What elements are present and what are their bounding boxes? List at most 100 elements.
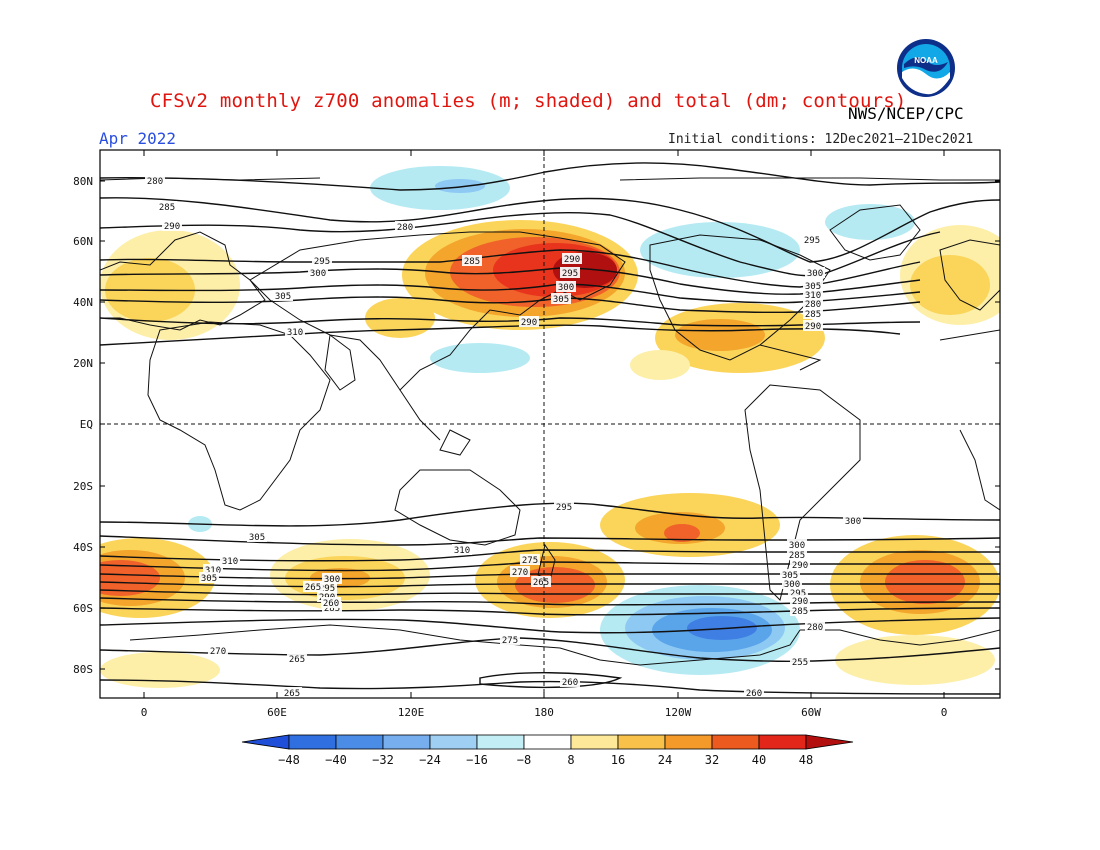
colorbar-segment — [711, 734, 760, 750]
lat-label: 60N — [73, 235, 93, 248]
colorbar-arrow-high — [805, 734, 854, 750]
lon-label: 0 — [941, 706, 948, 719]
colorbar-segment — [570, 734, 619, 750]
noaa-logo: NOAA — [897, 39, 955, 97]
contour-label: 290 — [792, 561, 808, 571]
contour-label: 265 — [305, 583, 321, 593]
lat-label: 40S — [73, 541, 93, 554]
contour-label: 310 — [454, 546, 470, 556]
initial-conditions: Initial conditions: 12Dec2021–21Dec2021 — [668, 132, 974, 147]
lat-label: 60S — [73, 602, 93, 615]
lat-label: EQ — [80, 418, 93, 431]
lat-label: 20S — [73, 480, 93, 493]
contour-label: 295 — [314, 257, 330, 267]
contour-label: 285 — [159, 203, 175, 213]
lon-label: 60E — [267, 706, 287, 719]
colorbar-tick-label: 32 — [705, 753, 719, 767]
contour-label: 285 — [464, 257, 480, 267]
colorbar-tick-label: 48 — [799, 753, 813, 767]
contour-label: 265 — [289, 655, 305, 665]
contour-label: 310 — [287, 328, 303, 338]
contour-label: 260 — [746, 689, 762, 699]
chart-title: CFSv2 monthly z700 anomalies (m; shaded)… — [150, 90, 907, 112]
contour-label: 280 — [397, 223, 413, 233]
contour-label: 300 — [807, 269, 823, 279]
agency-label: NWS/NCEP/CPC — [848, 104, 964, 123]
contour-label: 270 — [512, 568, 528, 578]
colorbar-tick-label: −40 — [325, 753, 347, 767]
colorbar-tick-label: 8 — [567, 753, 574, 767]
colorbar-segment — [617, 734, 666, 750]
colorbar-segment — [335, 734, 384, 750]
contour-label: 305 — [553, 295, 569, 305]
contour-label: 290 — [564, 255, 580, 265]
colorbar-segment — [429, 734, 478, 750]
contour-label: 305 — [249, 533, 265, 543]
latitude-axis: 80N 60N 40N 20N EQ 20S 40S 60S 80S — [73, 175, 1000, 676]
contour-label: 280 — [807, 623, 823, 633]
contour-label: 310 — [222, 557, 238, 567]
contour-label: 305 — [275, 292, 291, 302]
colorbar-tick-label: −16 — [466, 753, 488, 767]
contour-label: 295 — [556, 503, 572, 513]
colorbar-tick-label: −8 — [517, 753, 531, 767]
contour-label: 295 — [804, 236, 820, 246]
contour-label: 295 — [790, 589, 806, 599]
contour-label: 305 — [201, 574, 217, 584]
contour-label: 290 — [521, 318, 537, 328]
contour-label: 290 — [792, 597, 808, 607]
contour-label: 290 — [164, 222, 180, 232]
lat-label: 80N — [73, 175, 93, 188]
contour-label: 265 — [284, 689, 300, 699]
colorbar-arrow-low — [241, 734, 290, 750]
colorbar-tick-label: −24 — [419, 753, 441, 767]
longitude-axis: 0 60E 120E 180 120W 60W 0 — [141, 150, 948, 719]
colorbar-segment — [476, 734, 525, 750]
contour-label: 300 — [310, 269, 326, 279]
contour-label: 275 — [502, 636, 518, 646]
lat-label: 80S — [73, 663, 93, 676]
colorbar-tick-label: 40 — [752, 753, 766, 767]
contour-label: 270 — [210, 647, 226, 657]
contour-label: 305 — [782, 571, 798, 581]
logo-text: NOAA — [914, 56, 938, 65]
contour-label: 285 — [805, 310, 821, 320]
forecast-month: Apr 2022 — [99, 129, 177, 148]
contour-label: 285 — [324, 604, 340, 614]
contour-label: 300 — [845, 517, 861, 527]
contour-label: 260 — [323, 599, 339, 609]
lon-label: 180 — [534, 706, 554, 719]
contour-label: 310 — [205, 566, 221, 576]
colorbar: −48 −40 −32 −24 −16 −8 8 16 24 32 40 48 — [241, 734, 854, 767]
colorbar-segment — [288, 734, 337, 750]
colorbar-segment — [523, 734, 572, 750]
contour-label: 305 — [805, 282, 821, 292]
contour-label: 290 — [805, 322, 821, 332]
height-contours — [100, 162, 1000, 695]
contour-label: 300 — [558, 283, 574, 293]
colorbar-segment — [758, 734, 807, 750]
colorbar-tick-label: 24 — [658, 753, 672, 767]
colorbar-tick-label: 16 — [611, 753, 625, 767]
contour-label: 280 — [805, 300, 821, 310]
lon-label: 0 — [141, 706, 148, 719]
lon-label: 60W — [801, 706, 821, 719]
contour-label: 255 — [792, 658, 808, 668]
lon-label: 120E — [398, 706, 425, 719]
contour-label: 275 — [522, 556, 538, 566]
lon-label: 120W — [665, 706, 692, 719]
contour-label: 295 — [319, 584, 335, 594]
lat-label: 40N — [73, 296, 93, 309]
colorbar-tick-label: −32 — [372, 753, 394, 767]
contour-label: 280 — [147, 177, 163, 187]
contour-label: 300 — [789, 541, 805, 551]
contour-label: 300 — [324, 575, 340, 585]
lat-label: 20N — [73, 357, 93, 370]
contour-label: 260 — [562, 678, 578, 688]
colorbar-tick-label: −48 — [278, 753, 300, 767]
colorbar-segment — [382, 734, 431, 750]
colorbar-segment — [664, 734, 713, 750]
contour-label: 285 — [792, 607, 808, 617]
